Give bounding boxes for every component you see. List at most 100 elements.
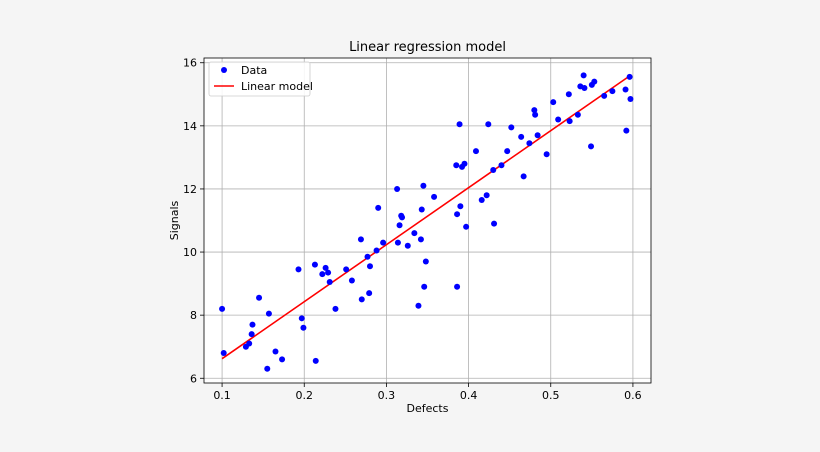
data-point (246, 340, 253, 347)
data-point (256, 294, 263, 301)
data-point (627, 96, 634, 103)
x-axis-label: Defects (407, 402, 449, 415)
data-point (396, 222, 403, 229)
data-point (295, 266, 302, 273)
data-point (325, 269, 332, 276)
data-point (601, 92, 608, 99)
data-point (279, 356, 286, 363)
data-point (508, 124, 515, 131)
x-tick-label: 0.3 (378, 389, 396, 402)
y-axis-label: Signals (168, 200, 181, 240)
data-point (518, 133, 525, 140)
data-point (418, 206, 425, 213)
data-point (483, 192, 490, 199)
data-point (457, 203, 464, 210)
data-point (394, 239, 401, 246)
data-point (319, 271, 326, 278)
data-point (454, 211, 461, 218)
plot-frame (203, 57, 652, 384)
x-axis-ticks: 0.1 0.2 0.3 0.4 0.5 0.6 (213, 383, 642, 402)
data-point (490, 167, 497, 174)
x-tick-label: 0.2 (295, 389, 313, 402)
regression-line-layer (221, 74, 631, 360)
data-point (380, 239, 387, 246)
data-point (431, 193, 438, 200)
data-point (526, 140, 533, 147)
data-point (456, 121, 463, 128)
data-point (357, 236, 364, 243)
x-tick-label: 0.5 (542, 389, 560, 402)
y-tick-label: 6 (190, 372, 197, 385)
data-point (520, 173, 527, 180)
data-point (531, 107, 538, 114)
data-point (366, 290, 373, 297)
y-tick-label: 10 (183, 246, 197, 259)
y-tick-label: 12 (183, 183, 197, 196)
legend-box (208, 61, 311, 97)
data-point (220, 350, 227, 357)
data-point (550, 99, 557, 106)
data-point (581, 84, 588, 91)
data-point (312, 357, 319, 364)
data-point (626, 73, 633, 80)
y-tick-label: 16 (183, 57, 197, 70)
data-point (300, 324, 307, 331)
data-point (622, 86, 629, 93)
data-point (478, 196, 485, 203)
data-point (322, 264, 329, 271)
data-point (272, 348, 279, 355)
regression-line (221, 74, 631, 360)
data-point (588, 143, 595, 150)
data-point (265, 310, 272, 317)
grid (204, 58, 651, 383)
data-point (219, 305, 226, 312)
data-point (623, 127, 630, 134)
data-point (566, 118, 573, 125)
data-point (421, 283, 428, 290)
y-tick-label: 8 (190, 309, 197, 322)
data-point (461, 160, 468, 167)
x-tick-label: 0.6 (624, 389, 642, 402)
data-point (326, 279, 333, 286)
data-point (375, 204, 382, 211)
data-point (543, 151, 550, 158)
data-point (358, 296, 365, 303)
x-tick-label: 0.1 (213, 389, 231, 402)
data-point (485, 121, 492, 128)
data-point (311, 261, 318, 268)
data-point (472, 148, 479, 155)
data-point (532, 111, 539, 118)
data-point (591, 78, 598, 85)
data-point (348, 277, 355, 284)
data-point (394, 185, 401, 192)
data-point (249, 321, 256, 328)
data-point (373, 247, 380, 254)
legend: Data Linear model (208, 61, 313, 97)
data-point (534, 132, 541, 139)
data-point (565, 91, 572, 98)
legend-label-data: Data (241, 64, 267, 77)
data-point (574, 111, 581, 118)
data-point (504, 148, 511, 155)
data-point (364, 253, 371, 260)
data-point (580, 72, 587, 79)
data-point (366, 263, 373, 270)
data-point (343, 266, 350, 273)
y-tick-label: 14 (183, 120, 197, 133)
data-point (454, 283, 461, 290)
data-point (404, 242, 411, 249)
y-axis-ticks: 6 8 10 12 14 16 (183, 57, 204, 385)
data-point (420, 182, 427, 189)
data-point (417, 236, 424, 243)
data-point (298, 315, 305, 322)
data-point (332, 305, 339, 312)
data-point (463, 223, 470, 230)
data-point (453, 162, 460, 169)
data-point (411, 230, 418, 237)
legend-label-linear-model: Linear model (241, 80, 313, 93)
chart-title: Linear regression model (349, 40, 506, 55)
data-point (264, 365, 271, 372)
legend-marker-data (221, 67, 227, 73)
data-points-layer (219, 72, 634, 372)
